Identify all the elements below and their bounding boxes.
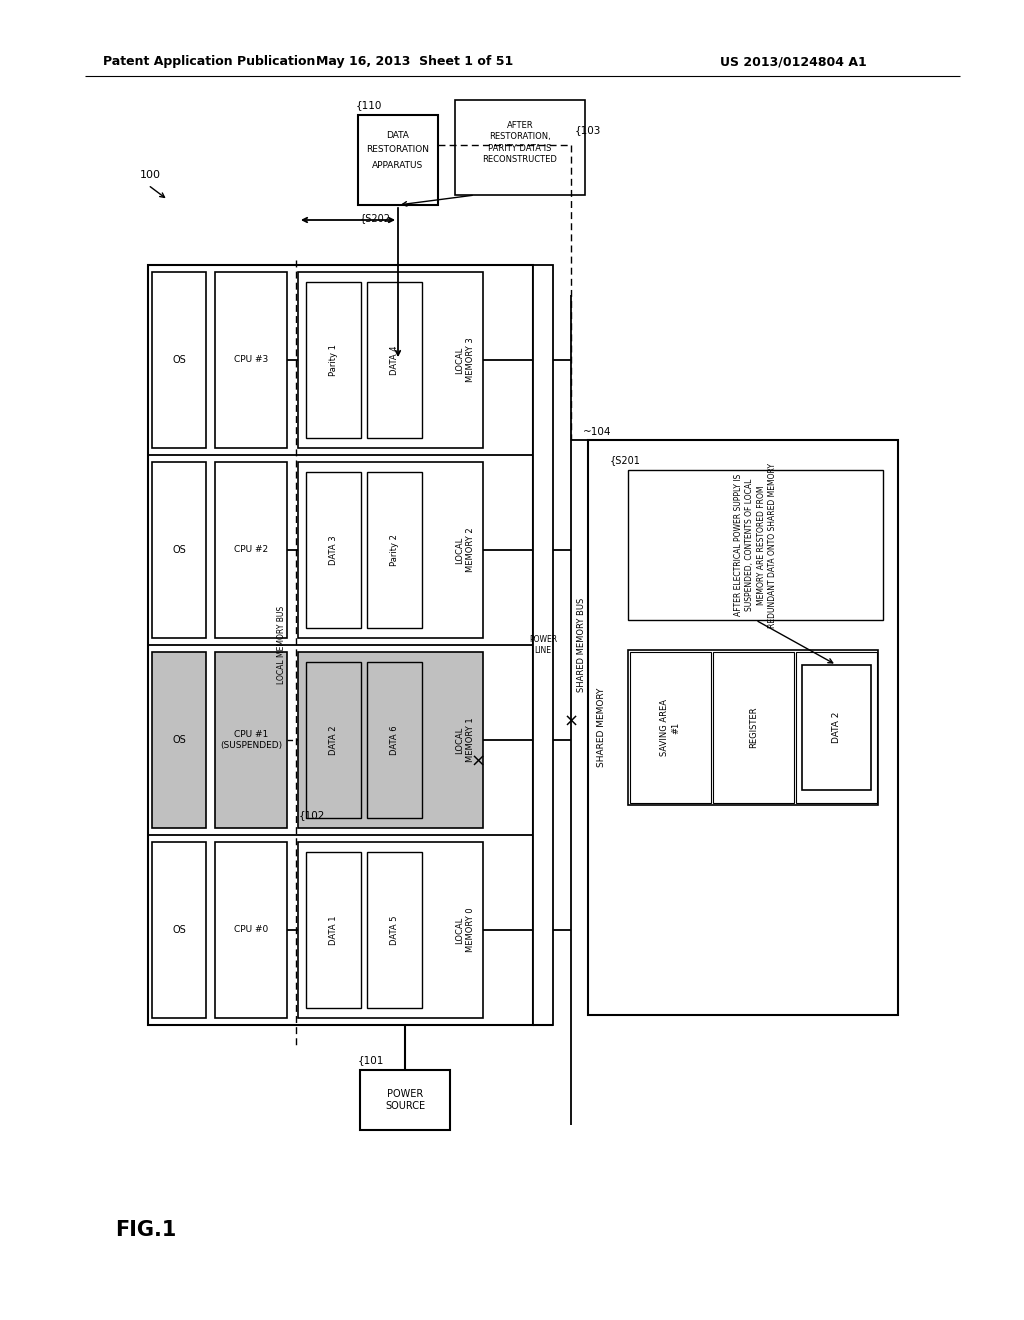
Bar bbox=[215, 842, 287, 1018]
Text: LOCAL MEMORY BUS: LOCAL MEMORY BUS bbox=[278, 606, 287, 684]
Bar bbox=[215, 652, 287, 828]
Text: AFTER ELECTRICAL POWER SUPPLY IS
SUSPENDED, CONTENTS OF LOCAL
MEMORY ARE RESTORE: AFTER ELECTRICAL POWER SUPPLY IS SUSPEND… bbox=[734, 462, 776, 627]
Text: ~104: ~104 bbox=[583, 426, 611, 437]
Text: CPU #3: CPU #3 bbox=[233, 355, 268, 364]
Bar bbox=[713, 652, 794, 803]
Bar bbox=[367, 851, 422, 1008]
Text: ×: × bbox=[563, 713, 579, 731]
Bar bbox=[215, 462, 287, 638]
Bar bbox=[367, 473, 422, 628]
Text: OS: OS bbox=[172, 925, 186, 935]
Bar bbox=[306, 282, 361, 438]
Text: DATA 2: DATA 2 bbox=[831, 711, 841, 743]
Bar bbox=[455, 100, 585, 195]
Text: CPU #1
(SUSPENDED): CPU #1 (SUSPENDED) bbox=[220, 730, 282, 750]
Bar bbox=[298, 272, 483, 447]
Text: LOCAL
MEMORY 3: LOCAL MEMORY 3 bbox=[455, 338, 475, 383]
Text: {110: {110 bbox=[356, 100, 382, 110]
Text: POWER
LINE: POWER LINE bbox=[529, 635, 557, 655]
Text: {102: {102 bbox=[299, 810, 326, 820]
Text: LOCAL
MEMORY 0: LOCAL MEMORY 0 bbox=[455, 908, 475, 952]
Bar bbox=[360, 1071, 450, 1130]
Text: DATA 6: DATA 6 bbox=[390, 725, 399, 755]
Bar bbox=[534, 265, 553, 1026]
Text: Parity 1: Parity 1 bbox=[329, 345, 338, 376]
Text: May 16, 2013  Sheet 1 of 51: May 16, 2013 Sheet 1 of 51 bbox=[316, 55, 514, 69]
Bar bbox=[306, 663, 361, 818]
Bar bbox=[298, 652, 483, 828]
Text: LOCAL
MEMORY 2: LOCAL MEMORY 2 bbox=[455, 528, 475, 573]
Text: OS: OS bbox=[172, 735, 186, 744]
Bar bbox=[152, 842, 206, 1018]
Text: CPU #0: CPU #0 bbox=[233, 925, 268, 935]
Text: DATA 4: DATA 4 bbox=[390, 346, 399, 375]
Bar bbox=[306, 473, 361, 628]
Bar bbox=[367, 663, 422, 818]
Text: OS: OS bbox=[172, 355, 186, 366]
Text: FIG.1: FIG.1 bbox=[115, 1220, 176, 1239]
Text: Patent Application Publication: Patent Application Publication bbox=[103, 55, 315, 69]
Text: APPARATUS: APPARATUS bbox=[373, 161, 424, 169]
Text: 100: 100 bbox=[140, 170, 161, 180]
Text: OS: OS bbox=[172, 545, 186, 554]
Bar bbox=[152, 652, 206, 828]
Text: LOCAL
MEMORY 1: LOCAL MEMORY 1 bbox=[455, 718, 475, 763]
Text: AFTER
RESTORATION,
PARITY DATA IS
RECONSTRUCTED: AFTER RESTORATION, PARITY DATA IS RECONS… bbox=[482, 121, 557, 164]
Bar bbox=[215, 272, 287, 447]
Bar bbox=[298, 842, 483, 1018]
Text: DATA 2: DATA 2 bbox=[329, 725, 338, 755]
Text: SHARED MEMORY: SHARED MEMORY bbox=[597, 688, 606, 767]
Text: ×: × bbox=[470, 752, 485, 771]
Text: {101: {101 bbox=[358, 1055, 384, 1065]
Bar bbox=[358, 115, 438, 205]
Text: DATA: DATA bbox=[387, 131, 410, 140]
Text: SHARED MEMORY BUS: SHARED MEMORY BUS bbox=[577, 598, 586, 692]
Text: SAVING AREA
#1: SAVING AREA #1 bbox=[660, 700, 681, 756]
Bar bbox=[306, 851, 361, 1008]
Text: DATA 1: DATA 1 bbox=[329, 915, 338, 945]
Text: US 2013/0124804 A1: US 2013/0124804 A1 bbox=[720, 55, 866, 69]
Bar bbox=[628, 649, 878, 805]
Bar bbox=[628, 470, 883, 620]
Bar bbox=[796, 652, 877, 803]
Bar bbox=[298, 462, 483, 638]
Bar bbox=[588, 440, 898, 1015]
Text: {S202: {S202 bbox=[360, 213, 391, 223]
Text: Parity 2: Parity 2 bbox=[390, 535, 399, 566]
Bar bbox=[802, 665, 871, 789]
Bar bbox=[630, 652, 711, 803]
Text: REGISTER: REGISTER bbox=[749, 706, 758, 748]
Text: CPU #2: CPU #2 bbox=[233, 545, 268, 554]
Bar bbox=[148, 265, 534, 1026]
Bar bbox=[367, 282, 422, 438]
Text: DATA 3: DATA 3 bbox=[329, 535, 338, 565]
Text: DATA 5: DATA 5 bbox=[390, 915, 399, 945]
Bar bbox=[152, 272, 206, 447]
Text: RESTORATION: RESTORATION bbox=[367, 145, 429, 154]
Bar bbox=[152, 462, 206, 638]
Text: {103: {103 bbox=[575, 125, 601, 135]
Text: {S201: {S201 bbox=[610, 455, 641, 465]
Text: POWER
SOURCE: POWER SOURCE bbox=[385, 1089, 425, 1111]
